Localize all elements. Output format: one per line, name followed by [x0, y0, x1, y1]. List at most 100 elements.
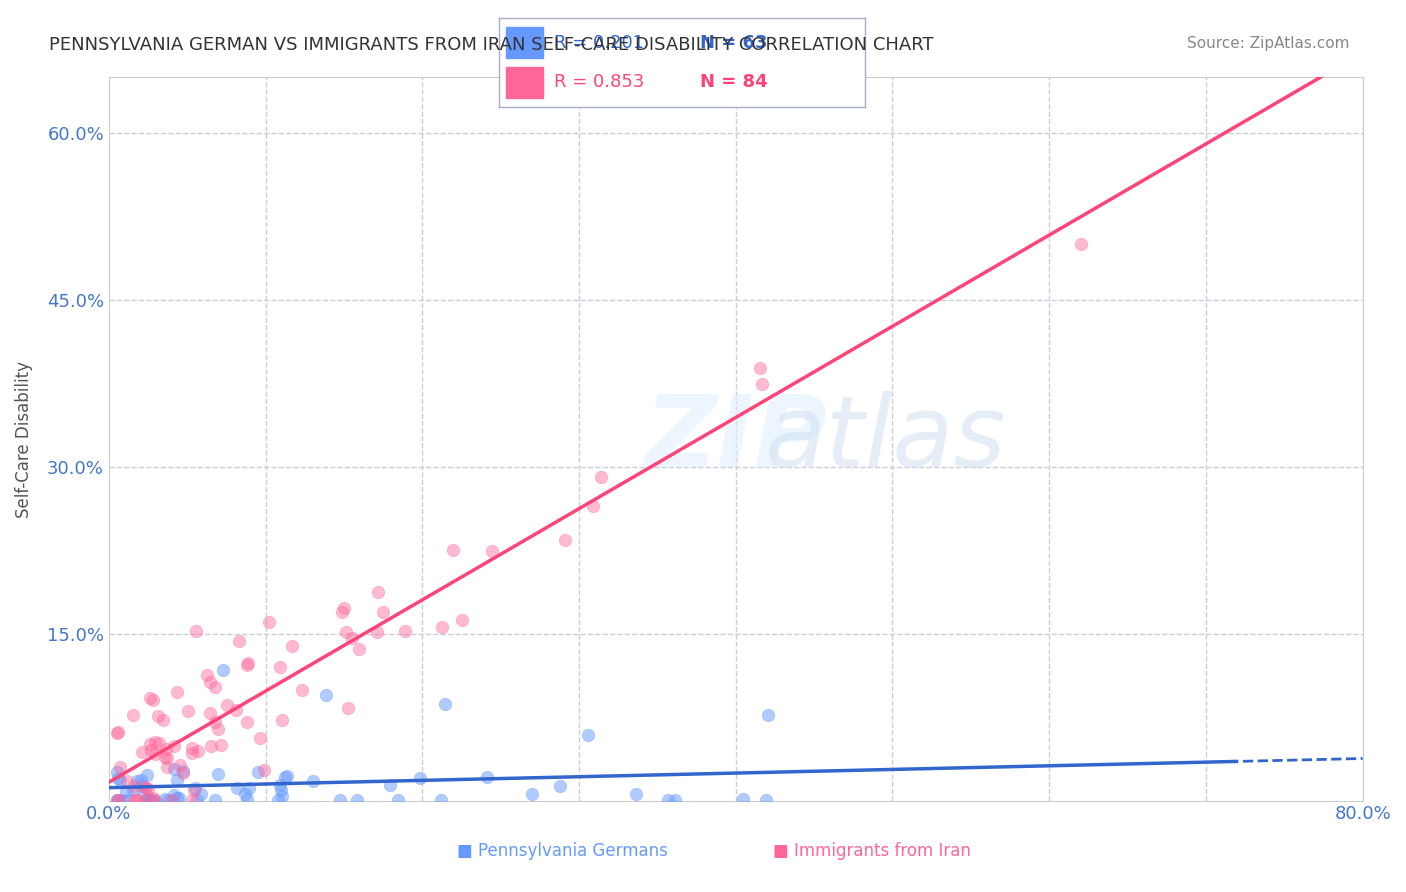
Point	[107, 792, 129, 806]
Text: ■ Pennsylvania Germans: ■ Pennsylvania Germans	[457, 842, 668, 860]
Point	[110, 792, 132, 806]
Point	[731, 792, 754, 806]
Text: Source: ZipAtlas.com: Source: ZipAtlas.com	[1187, 36, 1350, 51]
Point	[136, 782, 159, 797]
Point	[378, 778, 401, 792]
Text: R = 0.853: R = 0.853	[554, 73, 644, 91]
Point	[143, 747, 166, 761]
Point	[177, 704, 200, 718]
Point	[207, 722, 229, 736]
Point	[291, 683, 314, 698]
Point	[591, 470, 613, 484]
Point	[146, 708, 169, 723]
Point	[163, 739, 186, 753]
Point	[246, 764, 269, 779]
Point	[302, 773, 325, 788]
Point	[127, 774, 149, 789]
Point	[134, 780, 156, 795]
Point	[270, 789, 292, 803]
Point	[366, 624, 388, 639]
Point	[131, 745, 153, 759]
Point	[266, 792, 288, 806]
Text: ZIP: ZIP	[644, 391, 827, 488]
Point	[184, 624, 207, 638]
Point	[394, 624, 416, 638]
FancyBboxPatch shape	[506, 27, 543, 58]
Point	[371, 605, 394, 619]
Point	[139, 691, 162, 706]
Point	[152, 713, 174, 727]
Point	[124, 792, 146, 806]
Point	[186, 792, 208, 806]
Point	[139, 792, 162, 806]
Point	[124, 792, 146, 806]
Point	[160, 792, 183, 806]
Point	[200, 739, 222, 754]
Y-axis label: Self-Care Disability: Self-Care Disability	[15, 360, 32, 517]
Point	[135, 792, 157, 806]
Point	[274, 771, 297, 785]
Point	[181, 746, 204, 760]
Point	[481, 544, 503, 558]
Point	[108, 759, 131, 773]
Point	[204, 681, 226, 695]
Point	[117, 792, 139, 806]
Point	[105, 792, 128, 806]
Point	[143, 735, 166, 749]
FancyBboxPatch shape	[506, 67, 543, 98]
Point	[139, 743, 162, 757]
Point	[333, 600, 356, 615]
Point	[183, 781, 205, 796]
Point	[153, 792, 176, 806]
Point	[166, 790, 188, 805]
Point	[340, 631, 363, 645]
Point	[664, 792, 686, 806]
Point	[281, 640, 304, 654]
Text: PENNSYLVANIA GERMAN VS IMMIGRANTS FROM IRAN SELF-CARE DISABILITY CORRELATION CHA: PENNSYLVANIA GERMAN VS IMMIGRANTS FROM I…	[49, 36, 934, 54]
Point	[751, 376, 773, 391]
Point	[269, 660, 291, 674]
Point	[181, 792, 204, 806]
Point	[122, 783, 145, 797]
Point	[270, 783, 292, 797]
Point	[252, 763, 274, 777]
Point	[204, 715, 226, 730]
Point	[139, 738, 162, 752]
Point	[204, 792, 226, 806]
Point	[554, 533, 576, 547]
Point	[257, 615, 280, 629]
Point	[225, 703, 247, 717]
Point	[135, 780, 157, 795]
Point	[576, 728, 599, 742]
Point	[347, 642, 370, 657]
Point	[1070, 237, 1092, 252]
Point	[367, 585, 389, 599]
Point	[441, 542, 464, 557]
Point	[162, 789, 184, 803]
Point	[163, 762, 186, 776]
Point	[127, 792, 149, 806]
Point	[181, 741, 204, 756]
Point	[129, 778, 152, 792]
Point	[115, 784, 138, 798]
Point	[329, 792, 352, 806]
Point	[228, 633, 250, 648]
Point	[269, 778, 291, 792]
Point	[408, 771, 430, 785]
Point	[142, 792, 165, 806]
Point	[142, 693, 165, 707]
Point	[136, 792, 159, 806]
Point	[315, 689, 337, 703]
Point	[156, 751, 179, 765]
Point	[330, 605, 353, 619]
Point	[136, 792, 159, 806]
Point	[346, 792, 368, 806]
Text: R = 0.201: R = 0.201	[554, 34, 644, 52]
Text: N = 84: N = 84	[700, 73, 768, 91]
Point	[122, 779, 145, 793]
Point	[135, 768, 157, 782]
Point	[249, 731, 271, 746]
Point	[157, 792, 180, 806]
Point	[233, 787, 256, 801]
Point	[107, 771, 129, 785]
